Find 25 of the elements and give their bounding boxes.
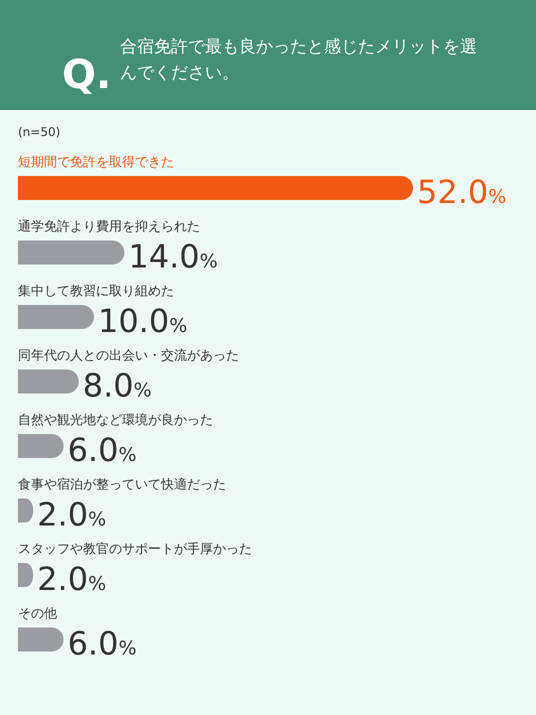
data-label: 10.0%: [98, 302, 188, 340]
data-label: 8.0%: [82, 366, 152, 404]
data-label: 2.0%: [37, 560, 106, 598]
y-tick-label: 短期間で免許を取得できた: [18, 155, 174, 170]
y-tick-label: その他: [18, 606, 57, 622]
data-label: 6.0%: [68, 624, 137, 662]
chart-subtitle: (n=50): [18, 125, 60, 139]
bar: [18, 305, 94, 329]
y-tick-label: 食事や宿泊が整っていて快適だった: [18, 476, 226, 492]
bar: [18, 628, 64, 652]
data-label: 14.0%: [128, 238, 218, 276]
y-tick-label: 同年代の人との出会い・交流があった: [18, 348, 239, 364]
y-tick-label: スタッフや教官のサポートが手厚かった: [18, 541, 252, 557]
y-tick-label: 自然や観光地など環境が良かった: [18, 412, 213, 428]
chart-title: 合宿免許で最も良かったと感じたメリットを選んでください。: [120, 37, 477, 83]
data-label: 6.0%: [68, 431, 137, 469]
bar: [18, 370, 79, 394]
data-label: 2.0%: [37, 496, 106, 534]
bar: [18, 240, 124, 264]
bar: [18, 176, 413, 200]
data-label: 52.0%: [417, 173, 506, 211]
text: Q.: [62, 52, 112, 98]
bar: [18, 434, 64, 458]
y-tick-label: 通学免許より費用を抑えられた: [18, 220, 200, 234]
y-tick-label: 集中して教習に取り組めた: [18, 284, 174, 299]
